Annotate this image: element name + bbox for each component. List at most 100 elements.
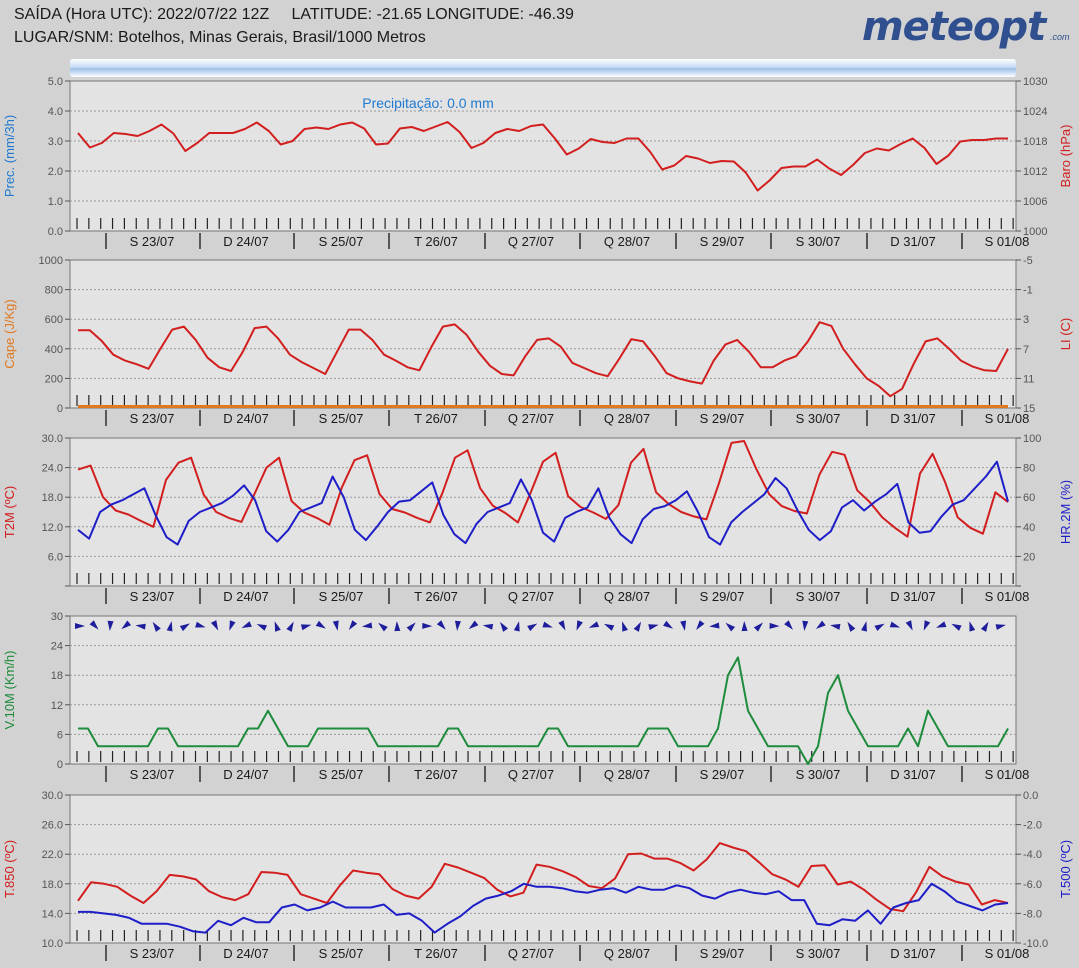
day-label: T 26/07 <box>414 946 458 961</box>
y2-axis-label: HR.2M (%) <box>1058 480 1073 544</box>
y-axis-label: V.10M (Km/h) <box>2 651 17 730</box>
wind-direction-arrow <box>179 623 190 632</box>
wind-direction-arrow <box>936 621 947 628</box>
day-label: D 31/07 <box>890 411 936 426</box>
y2-tick-label: 11 <box>1023 373 1034 385</box>
series-line <box>77 440 1009 538</box>
day-label: S 01/08 <box>985 411 1030 426</box>
wind-direction-arrow <box>905 620 913 631</box>
y-tick-label: 30.0 <box>42 433 63 445</box>
y2-tick-label: 1030 <box>1023 76 1047 88</box>
y-tick-label: 26.0 <box>42 820 63 832</box>
wind-direction-arrow <box>394 621 401 632</box>
wind-direction-arrow <box>663 620 674 629</box>
y-tick-label: 6 <box>57 729 63 741</box>
wind-direction-arrow <box>830 623 841 630</box>
series-line <box>78 656 1009 765</box>
day-label: S 30/07 <box>796 411 841 426</box>
day-label: Q 28/07 <box>604 589 650 604</box>
y-tick-label: 600 <box>45 314 63 326</box>
wind-direction-arrow <box>378 622 388 632</box>
wind-direction-arrow <box>256 623 267 631</box>
y2-tick-label: 15 <box>1023 403 1035 415</box>
day-label: S 23/07 <box>130 946 175 961</box>
y-tick-label: 0 <box>57 403 63 415</box>
wind-direction-arrow <box>300 624 312 631</box>
y2-tick-label: -8.0 <box>1023 908 1042 920</box>
precip-total: Precipitação: 0.0 mm <box>362 95 494 111</box>
day-label: Q 27/07 <box>508 411 554 426</box>
y2-axis-label: Baro (hPa) <box>1058 125 1073 188</box>
day-label: Q 27/07 <box>508 946 554 961</box>
y2-tick-label: 80 <box>1023 463 1035 475</box>
y-tick-label: 10.0 <box>42 938 63 950</box>
day-label: S 23/07 <box>130 767 175 782</box>
y-axis-label: T2M (ºC) <box>2 486 17 538</box>
day-label: S 23/07 <box>130 234 175 249</box>
day-label: T 26/07 <box>414 234 458 249</box>
wind-direction-arrow <box>482 623 494 630</box>
y2-tick-label: -10.0 <box>1023 938 1048 950</box>
wind-direction-arrow <box>588 621 600 628</box>
wind-direction-arrow <box>969 621 976 632</box>
day-label: D 24/07 <box>223 589 269 604</box>
header: SAÍDA (Hora UTC): 2022/07/22 12Z LATITUD… <box>0 0 1079 80</box>
day-label: D 24/07 <box>223 767 269 782</box>
y2-axis-label: T.500 (ºC) <box>1058 840 1073 898</box>
day-label: S 23/07 <box>130 411 175 426</box>
plot-area <box>69 794 1017 944</box>
wind-direction-arrow <box>696 620 705 630</box>
wind-direction-arrow <box>542 621 553 628</box>
wind-direction-arrow <box>121 620 132 630</box>
wind-direction-arrow <box>210 620 219 631</box>
wind-direction-arrow <box>166 621 173 632</box>
y2-tick-label: -2.0 <box>1023 820 1042 832</box>
y2-tick-label: 7 <box>1023 344 1029 356</box>
day-label: D 31/07 <box>890 767 936 782</box>
day-label: S 30/07 <box>796 589 841 604</box>
wind-direction-arrow <box>558 620 566 631</box>
wind-direction-arrow <box>135 623 146 630</box>
day-label: S 01/08 <box>985 589 1030 604</box>
day-label: Q 28/07 <box>604 234 650 249</box>
y-axis-label: T.850 (ºC) <box>2 840 17 898</box>
y-tick-label: 5.0 <box>48 76 63 88</box>
logo-domain: .com <box>1050 32 1070 42</box>
y-tick-label: 18.0 <box>42 492 63 504</box>
y-tick-label: 1000 <box>39 255 63 267</box>
day-label: S 29/07 <box>700 234 745 249</box>
wind-direction-arrow <box>784 620 793 630</box>
y2-tick-label: -4.0 <box>1023 849 1042 861</box>
day-label: T 26/07 <box>414 767 458 782</box>
location-info: LUGAR/SNM: Botelhos, Minas Gerais, Brasi… <box>14 29 426 46</box>
series-line <box>78 321 1009 398</box>
wind-direction-arrow <box>454 620 461 631</box>
day-label: D 31/07 <box>890 234 936 249</box>
day-label: Q 28/07 <box>604 767 650 782</box>
wind-direction-arrow <box>753 622 764 632</box>
y2-tick-label: 1006 <box>1023 196 1047 208</box>
run-info: SAÍDA (Hora UTC): 2022/07/22 12Z LATITUD… <box>14 6 574 23</box>
wind-direction-arrow <box>709 622 720 629</box>
day-label: S 29/07 <box>700 411 745 426</box>
wind-direction-arrow <box>348 620 358 631</box>
wind-direction-arrow <box>648 624 659 631</box>
day-label: Q 27/07 <box>508 234 554 249</box>
y-tick-label: 6.0 <box>48 551 63 563</box>
y2-tick-label: 0.0 <box>1023 790 1038 802</box>
series-line <box>77 842 1009 913</box>
wind-direction-arrow <box>741 621 748 632</box>
meteopt-logo[interactable]: meteopt <box>862 4 1046 50</box>
day-label: S 25/07 <box>319 234 364 249</box>
day-label: S 29/07 <box>700 946 745 961</box>
wind-direction-arrow <box>152 621 161 632</box>
y-axis-label: Cape (J/Kg) <box>2 299 17 368</box>
wind-direction-arrow <box>527 623 538 632</box>
y2-tick-label: 1024 <box>1023 106 1047 118</box>
y-tick-label: 12.0 <box>42 522 63 534</box>
plot-area <box>69 80 1017 232</box>
series-line <box>78 882 1009 934</box>
day-label: D 24/07 <box>223 411 269 426</box>
wind-direction-arrow <box>680 620 687 631</box>
day-label: S 30/07 <box>796 234 841 249</box>
